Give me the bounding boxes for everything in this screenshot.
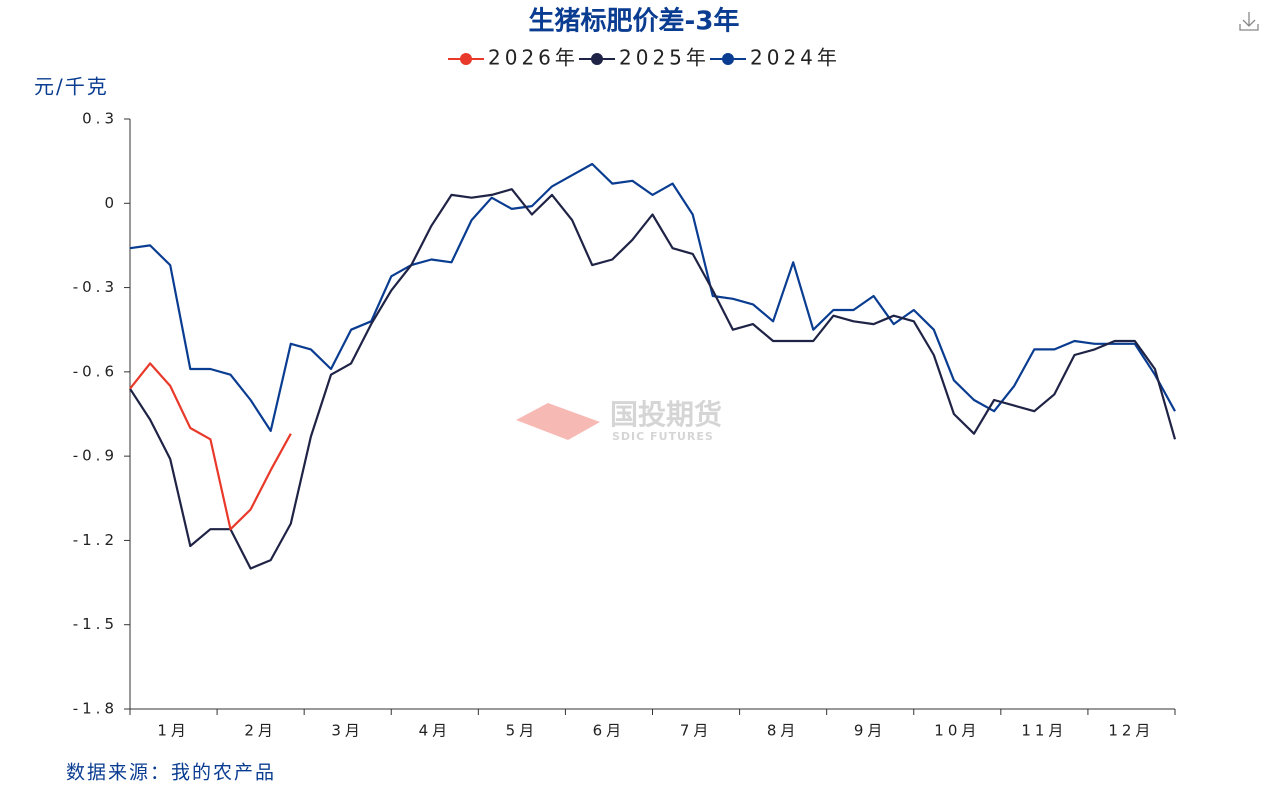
download-icon[interactable] (1239, 12, 1259, 31)
series-line (129, 162, 1176, 432)
x-tick-label: 10月 (934, 722, 980, 740)
x-tick-label: 4月 (419, 722, 452, 740)
legend-marker (722, 53, 734, 65)
x-tick-label: 12月 (1108, 722, 1154, 740)
x-tick-label: 2月 (244, 722, 277, 740)
legend-label: 2026年 (488, 46, 579, 70)
x-tick-label: 1月 (157, 722, 190, 740)
chart-title: 生猪标肥价差-3年 (529, 6, 740, 37)
series-line (129, 188, 1177, 570)
watermark-text: 国投期货 (610, 398, 722, 431)
x-tick-label: 7月 (680, 722, 713, 740)
legend-label: 2025年 (619, 46, 710, 70)
x-tick-label: 3月 (331, 722, 364, 740)
x-tick-label: 6月 (593, 722, 626, 740)
y-tick-label: 0.3 (82, 110, 118, 128)
source-note: 数据来源：我的农产品 (66, 762, 276, 784)
y-tick-label: -1.5 (73, 615, 118, 633)
y-tick-label: -1.8 (73, 700, 118, 718)
series-line (129, 362, 292, 531)
watermark-subtext: SDIC FUTURES (612, 430, 714, 443)
y-tick-label: -1.2 (73, 531, 118, 549)
y-axis-label: 元/千克 (34, 75, 109, 99)
y-tick-label: -0.6 (73, 362, 118, 380)
watermark: 国投期货 SDIC FUTURES (516, 398, 722, 443)
x-tick-label: 8月 (767, 722, 800, 740)
y-tick-label: -0.3 (73, 278, 118, 296)
legend-marker (460, 53, 472, 65)
y-tick-label: -0.9 (73, 447, 118, 465)
y-tick-label: 0 (104, 194, 118, 212)
legend-marker (591, 53, 603, 65)
watermark-logo (516, 403, 600, 440)
x-tick-label: 5月 (506, 722, 539, 740)
x-tick-label: 9月 (854, 722, 887, 740)
x-tick-label: 11月 (1021, 722, 1067, 740)
legend-label: 2024年 (750, 46, 841, 70)
